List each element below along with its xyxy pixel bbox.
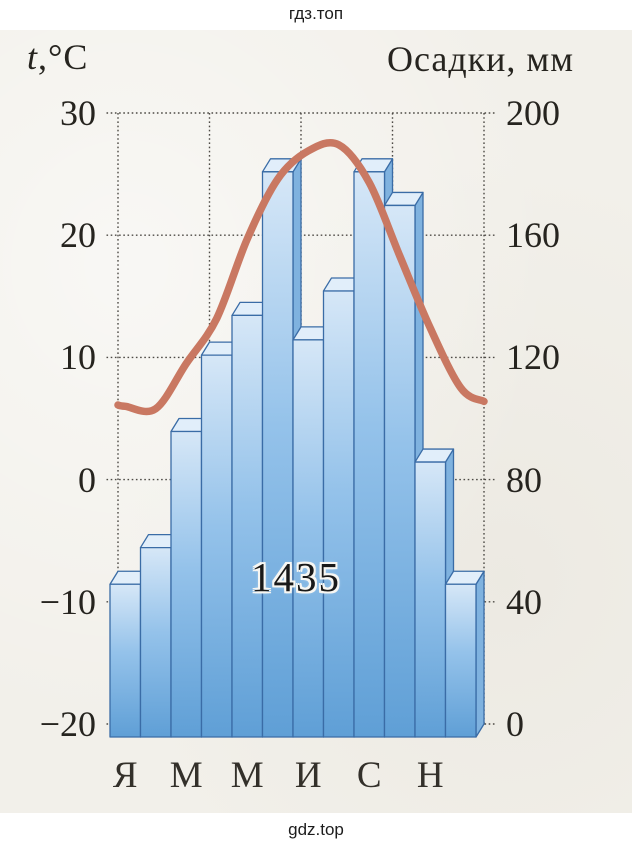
precip-bar-front xyxy=(292,339,325,738)
precip-bar-front xyxy=(231,314,264,738)
precip-bar-front xyxy=(322,290,355,738)
precip-bar-front xyxy=(444,583,477,738)
site-footer-text: gdz.top xyxy=(288,820,344,839)
site-header-text: гдз.топ xyxy=(288,4,344,23)
precip-bar-front xyxy=(414,461,447,738)
site-header: гдз.топ xyxy=(0,4,632,24)
precip-bar-front xyxy=(200,354,233,738)
precip-bar-front xyxy=(139,546,172,738)
precip-bar-front xyxy=(170,430,203,738)
temperature-curve xyxy=(114,138,488,416)
precip-bar-side-face xyxy=(475,570,485,738)
site-footer: gdz.top xyxy=(0,820,632,840)
precip-bar-front xyxy=(353,171,386,738)
precip-bar-front xyxy=(109,583,142,738)
precip-bar-front xyxy=(261,171,294,738)
